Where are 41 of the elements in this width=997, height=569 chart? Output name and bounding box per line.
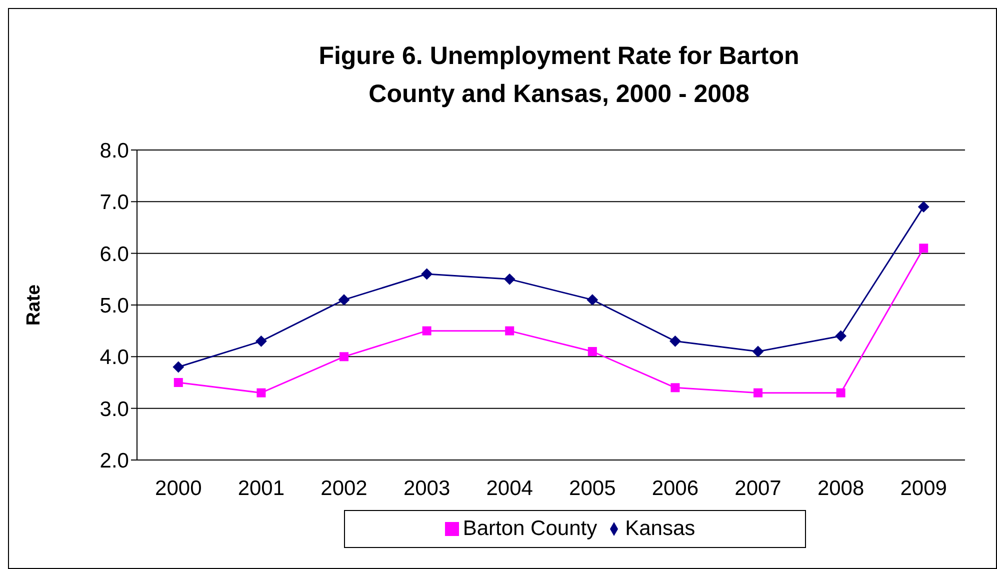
point [918,201,930,212]
x-tick-label: 2006 [652,476,699,500]
point [670,383,680,392]
point [752,346,764,357]
x-tick-label: 2005 [569,476,616,500]
x-tick-label: 2008 [817,476,864,500]
point [505,326,514,336]
point [422,326,432,336]
y-tick-label: 7.0 [100,191,129,214]
point [421,268,432,280]
legend-label: Kansas [625,517,696,540]
x-tick-label: 2003 [403,476,450,500]
chart-title: Figure 6. Unemployment Rate for Barton County and Kansas, 2000 - 2008 [318,41,800,110]
y-tick-label: 4.0 [100,346,129,370]
legend-label: Barton County [462,517,598,540]
point [174,378,183,387]
point [836,388,846,398]
x-tick-label: 2004 [486,476,534,500]
point [172,362,184,372]
point [338,294,350,306]
x-tick-label: 2002 [320,476,368,500]
y-tick-label: 3.0 [100,398,129,421]
y-tick-label: 8.0 [100,139,129,162]
point [256,336,267,347]
point [256,388,266,398]
point [835,330,846,342]
y-tick-label: 2.0 [100,449,129,472]
point [586,294,598,306]
point [340,352,348,362]
x-tick-label: 2000 [155,476,202,500]
point [754,388,762,398]
point [504,274,516,285]
point [670,336,681,347]
x-tick-label: 2007 [734,476,782,500]
y-tick-label: 5.0 [100,294,129,318]
point [919,244,928,253]
y-axis-title: Rate [24,284,45,326]
y-tick-label: 6.0 [100,242,129,266]
x-tick-label: 2001 [238,476,285,500]
point [588,347,597,356]
x-tick-label: 2009 [900,476,947,500]
